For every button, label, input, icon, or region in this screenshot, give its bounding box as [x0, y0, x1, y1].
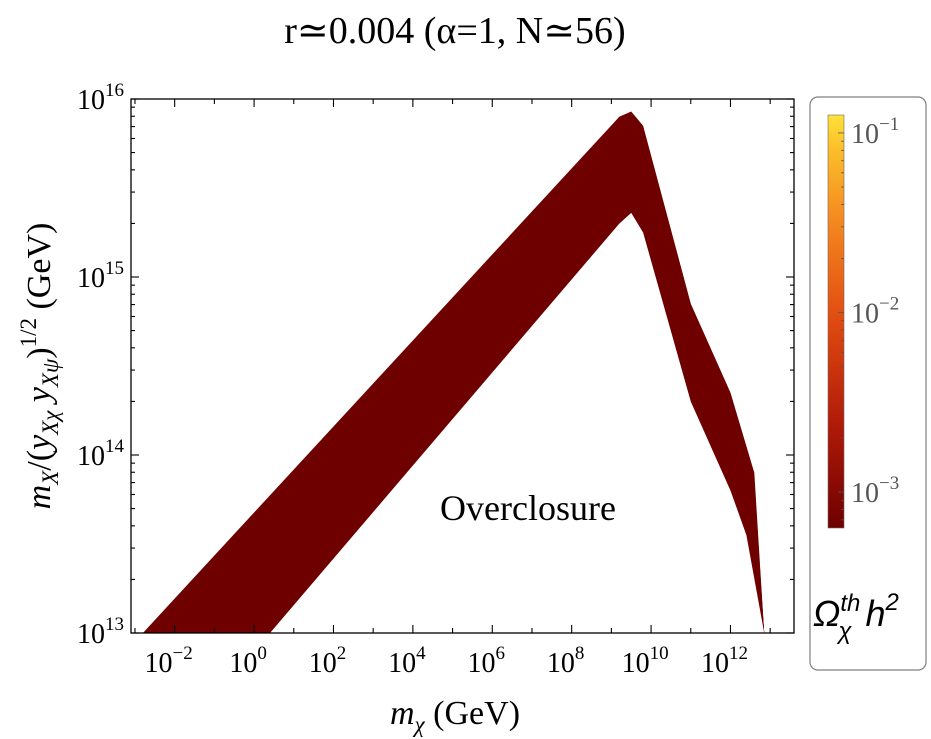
colorbar-legend: 10−1 10−2 10−3 Ωth χ h2: [809, 96, 927, 671]
x-axis-label: mχ (GeV): [390, 695, 520, 737]
y-tick-label: 1013: [77, 614, 124, 650]
colorbar-tick-label: 10−2: [851, 294, 899, 330]
x-tick-label: 102: [309, 643, 347, 679]
x-tick-label: 10−2: [145, 643, 193, 679]
colorbar-frame: [809, 96, 927, 671]
chart-title: r≃0.004 (α=1, N≃56): [284, 10, 625, 52]
relic-density-band: [142, 111, 765, 633]
y-tick-label: 1014: [77, 436, 125, 472]
y-tick-label: 1016: [77, 80, 124, 116]
x-tick-label: 1010: [622, 643, 669, 679]
x-tick-label: 108: [547, 643, 585, 679]
y-tick-label: 1015: [77, 258, 124, 294]
x-tick-label: 106: [468, 643, 506, 679]
plot-frame: [130, 98, 795, 634]
y-tick-labels: 1013 1014 1015 1016: [77, 80, 125, 650]
colorbar-gradient: [827, 114, 845, 529]
x-tick-label: 104: [388, 643, 426, 679]
x-tick-labels: 10−2 100 102 104 106 108 1010 1012: [145, 643, 748, 679]
axis-ticks: [131, 98, 794, 634]
y-axis-label: mX/(yXχ yXψ)1/2 (GeV): [16, 223, 63, 510]
overclosure-region: [270, 212, 765, 633]
colorbar-tick-label: 10−3: [851, 473, 899, 509]
x-tick-label: 100: [229, 643, 266, 679]
x-tick-label: 1012: [701, 643, 748, 679]
overclosure-label: Overclosure: [440, 488, 616, 528]
colorbar-ticks: 10−1 10−2 10−3: [838, 114, 899, 521]
colorbar-label: Ωth χ h2: [813, 589, 899, 645]
colorbar-tick-label: 10−1: [851, 114, 899, 150]
